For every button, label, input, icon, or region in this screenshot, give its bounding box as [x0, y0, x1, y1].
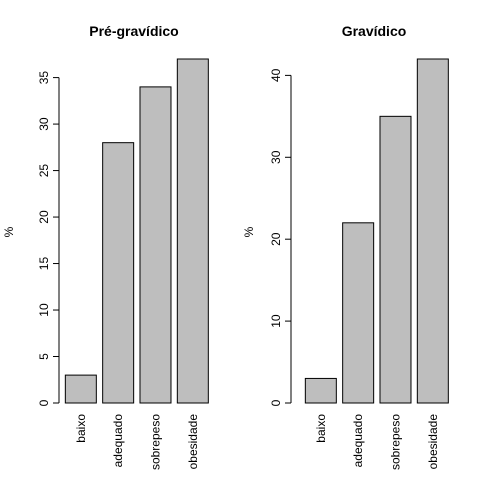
chart-title: Pré-gravídico — [89, 23, 178, 39]
y-tick-label: 30 — [37, 117, 51, 131]
y-tick-label: 20 — [269, 232, 283, 246]
y-tick-label: 0 — [269, 399, 283, 406]
y-tick-label: 10 — [269, 314, 283, 328]
x-tick-label: baixo — [74, 414, 88, 443]
x-tick-label: obesidade — [186, 414, 200, 470]
bar-obesidade — [176, 58, 209, 404]
bar-adequado — [102, 142, 135, 404]
y-tick-label: 35 — [37, 71, 51, 85]
x-tick-label: sobrepeso — [148, 414, 162, 470]
y-axis-label: % — [242, 226, 256, 237]
y-tick-label: 30 — [269, 150, 283, 164]
x-tick-label: obesidade — [426, 414, 440, 470]
y-tick-label: 5 — [37, 353, 51, 360]
y-tick-label: 15 — [37, 257, 51, 271]
panel-gravidico: Gravídico % baixo adequado sobrepeso obesid… — [242, 23, 449, 470]
bar-baixo — [304, 377, 337, 404]
bar-obesidade — [416, 58, 449, 404]
y-tick-label: 25 — [37, 164, 51, 178]
y-tick-label: 0 — [37, 399, 51, 406]
x-tick-label: adequado — [111, 414, 125, 468]
y-tick-label: 20 — [37, 210, 51, 224]
y-axis-label: % — [2, 226, 16, 237]
y-tick-label: 40 — [269, 68, 283, 82]
chart-title: Gravídico — [342, 23, 407, 39]
x-tick-label: adequado — [351, 414, 365, 468]
x-tick-label: baixo — [314, 414, 328, 443]
x-tick-label: sobrepeso — [388, 414, 402, 470]
bar-adequado — [342, 222, 375, 404]
y-tick-label: 10 — [37, 303, 51, 317]
bar-sobrepeso — [379, 115, 412, 404]
bar-sobrepeso — [139, 86, 172, 404]
bar-baixo — [64, 374, 97, 404]
panel-pre-gravidico: Pré-gravídico % baixo adequado sobrepeso ob… — [2, 23, 209, 470]
